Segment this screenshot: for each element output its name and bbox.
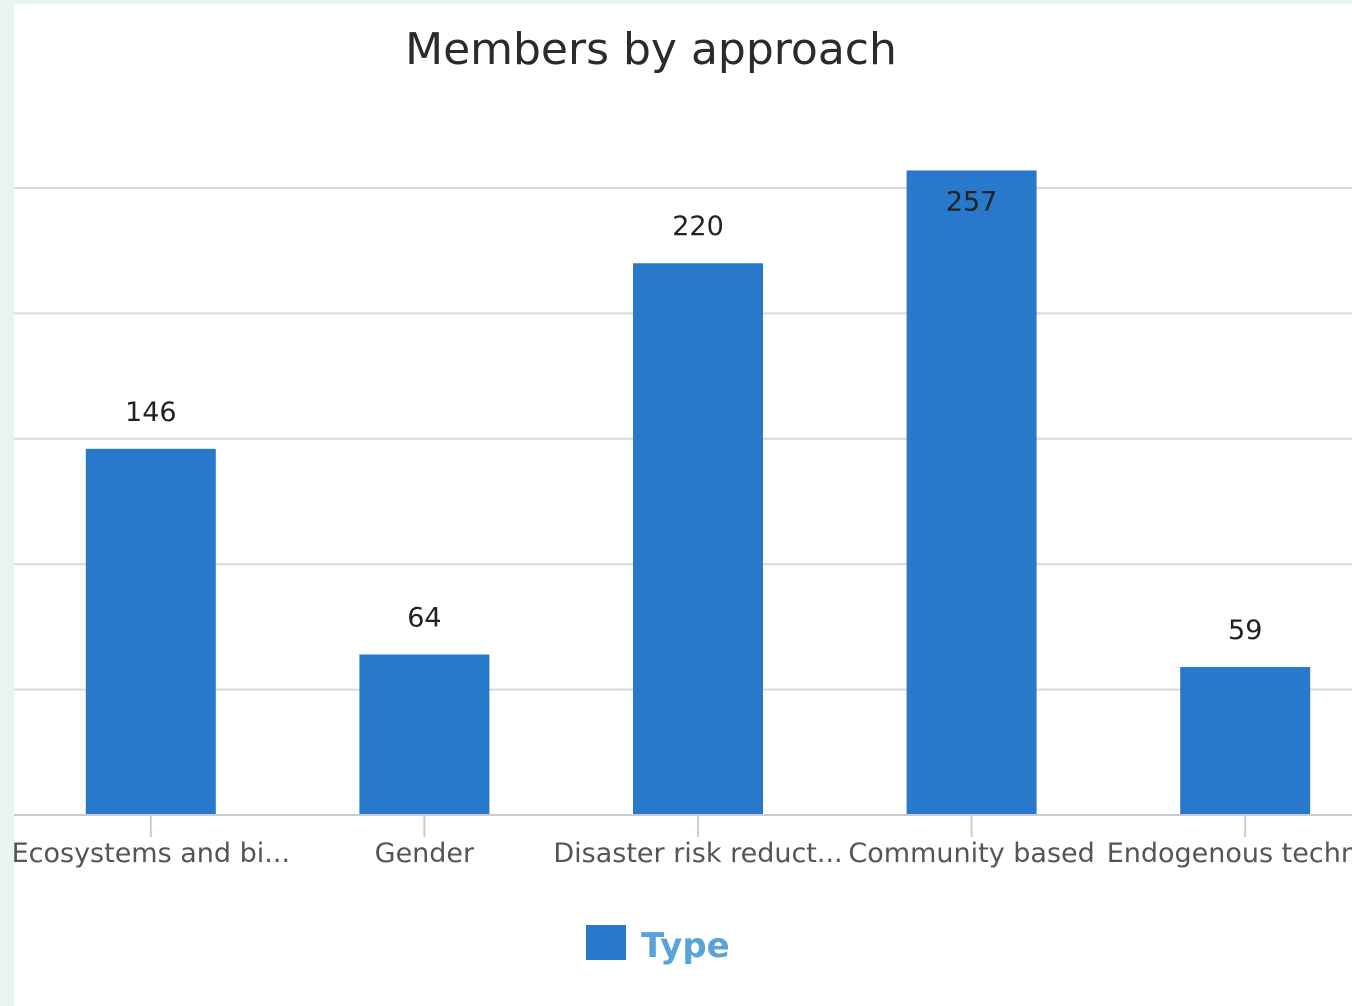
bar-chart: Members by approach 146 64 220 257 59 Ecosys… bbox=[14, 24, 1352, 966]
category-label: Disaster risk reduct... bbox=[553, 838, 842, 869]
data-label: 220 bbox=[672, 211, 724, 242]
bar[interactable] bbox=[85, 448, 216, 815]
category-label: Community based bbox=[848, 838, 1094, 869]
category-label: Ecosystems and bi... bbox=[14, 838, 290, 869]
bar[interactable] bbox=[359, 654, 490, 815]
chart-title: Members by approach bbox=[405, 24, 897, 75]
category-label: Gender bbox=[375, 838, 475, 869]
data-labels: 146 64 220 257 59 bbox=[125, 186, 1262, 646]
data-label: 146 bbox=[125, 397, 177, 428]
legend-swatch bbox=[586, 925, 626, 960]
x-axis: Ecosystems and bi... Gender Disaster risk … bbox=[14, 814, 1352, 869]
data-label: 59 bbox=[1228, 615, 1262, 646]
bar[interactable] bbox=[633, 263, 763, 815]
legend-series-name[interactable]: Type bbox=[641, 926, 730, 966]
bars bbox=[85, 170, 1311, 816]
data-label: 64 bbox=[407, 602, 441, 633]
chart-card: Members by approach 146 64 220 257 59 Ecosys… bbox=[14, 4, 1352, 1006]
legend[interactable]: Type bbox=[586, 925, 730, 966]
category-label: Endogenous techn... bbox=[1107, 838, 1352, 869]
bar[interactable] bbox=[906, 170, 1037, 816]
data-label: 257 bbox=[946, 186, 998, 217]
bar[interactable] bbox=[1180, 667, 1311, 815]
